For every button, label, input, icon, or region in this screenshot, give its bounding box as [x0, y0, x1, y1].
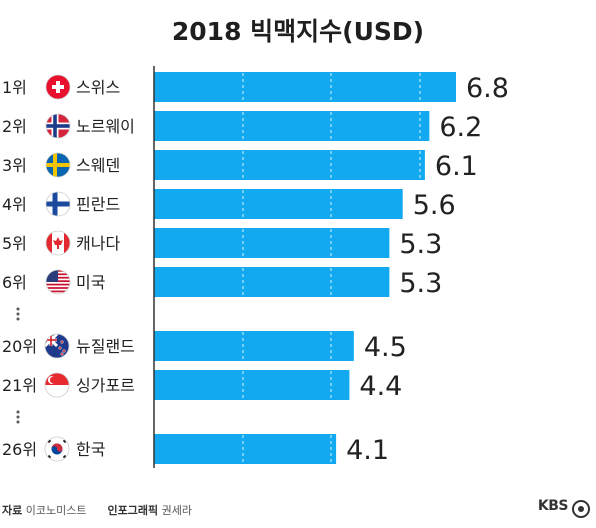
graphic-value: 권세라 — [161, 504, 192, 517]
rank-label-5: 5위 — [2, 234, 27, 253]
value-label-3: 6.1 — [435, 151, 478, 182]
rank-label-2: 2위 — [2, 117, 27, 136]
category-label-8: 싱가포르 — [76, 376, 135, 395]
flag-usa-icon — [45, 269, 71, 295]
category-label-2: 노르웨이 — [76, 117, 135, 136]
bar-4 — [154, 189, 403, 219]
source-label: 자료 — [2, 504, 23, 517]
rank-label-4: 4위 — [2, 195, 27, 214]
bar-7 — [154, 331, 354, 361]
value-label-1: 6.8 — [466, 73, 509, 104]
flag-new-zealand-icon — [44, 333, 70, 359]
category-label-1: 스위스 — [76, 78, 120, 97]
rank-label-7: 20위 — [2, 337, 37, 356]
bar-5 — [154, 228, 390, 258]
flag-korea-icon — [44, 436, 70, 462]
bar-6 — [154, 267, 390, 297]
flag-switzerland-icon — [45, 74, 71, 100]
value-label-5: 5.3 — [399, 229, 442, 260]
value-label-2: 6.2 — [439, 112, 482, 143]
category-label-4: 핀란드 — [76, 195, 120, 214]
flag-canada-icon — [45, 230, 71, 256]
flag-sweden-icon — [45, 152, 71, 178]
rank-label-3: 3위 — [2, 156, 27, 175]
flag-finland-icon — [45, 191, 71, 217]
rank-label-6: 6위 — [2, 273, 27, 292]
value-label-4: 5.6 — [413, 190, 456, 221]
brand-logo-text: KBS — [537, 498, 569, 514]
value-label-8: 4.4 — [359, 371, 402, 402]
bar-9 — [154, 434, 337, 464]
bar-3 — [154, 150, 425, 180]
value-label-7: 4.5 — [364, 332, 407, 363]
category-label-3: 스웨덴 — [76, 156, 120, 175]
rank-label-9: 26위 — [2, 440, 37, 459]
chart-title: 2018 빅맥지수(USD) — [171, 17, 425, 46]
ellipsis-icon — [16, 307, 20, 321]
bar-8 — [154, 370, 350, 400]
source-value: 이코노미스트 — [25, 504, 87, 517]
bar-2 — [154, 111, 430, 141]
value-label-6: 5.3 — [399, 268, 442, 299]
brand-logo-icon — [572, 500, 590, 518]
rank-label-1: 1위 — [2, 78, 27, 97]
flag-norway-icon — [45, 113, 71, 139]
grid-lines — [242, 73, 421, 463]
rank-label-8: 21위 — [2, 376, 37, 395]
category-label-9: 한국 — [76, 440, 105, 459]
ellipsis-icon — [16, 410, 20, 424]
bar-chart: 6.8 6.2 6.1 5.6 5.3 5.3 4.5 4.4 4.1 1위 스위스 2위 노르웨이 3위… — [2, 66, 509, 468]
category-label-6: 미국 — [76, 273, 105, 292]
footer: 자료 이코노미스트 인포그래픽 권세라 KBS — [0, 498, 596, 528]
bar-1 — [154, 72, 456, 102]
category-label-5: 캐나다 — [76, 234, 120, 253]
value-label-9: 4.1 — [346, 435, 389, 466]
graphic-label: 인포그래픽 — [107, 504, 159, 517]
category-label-7: 뉴질랜드 — [76, 337, 135, 356]
flag-singapore-icon — [44, 372, 70, 398]
credits: 자료 이코노미스트 인포그래픽 권세라 — [2, 502, 192, 518]
